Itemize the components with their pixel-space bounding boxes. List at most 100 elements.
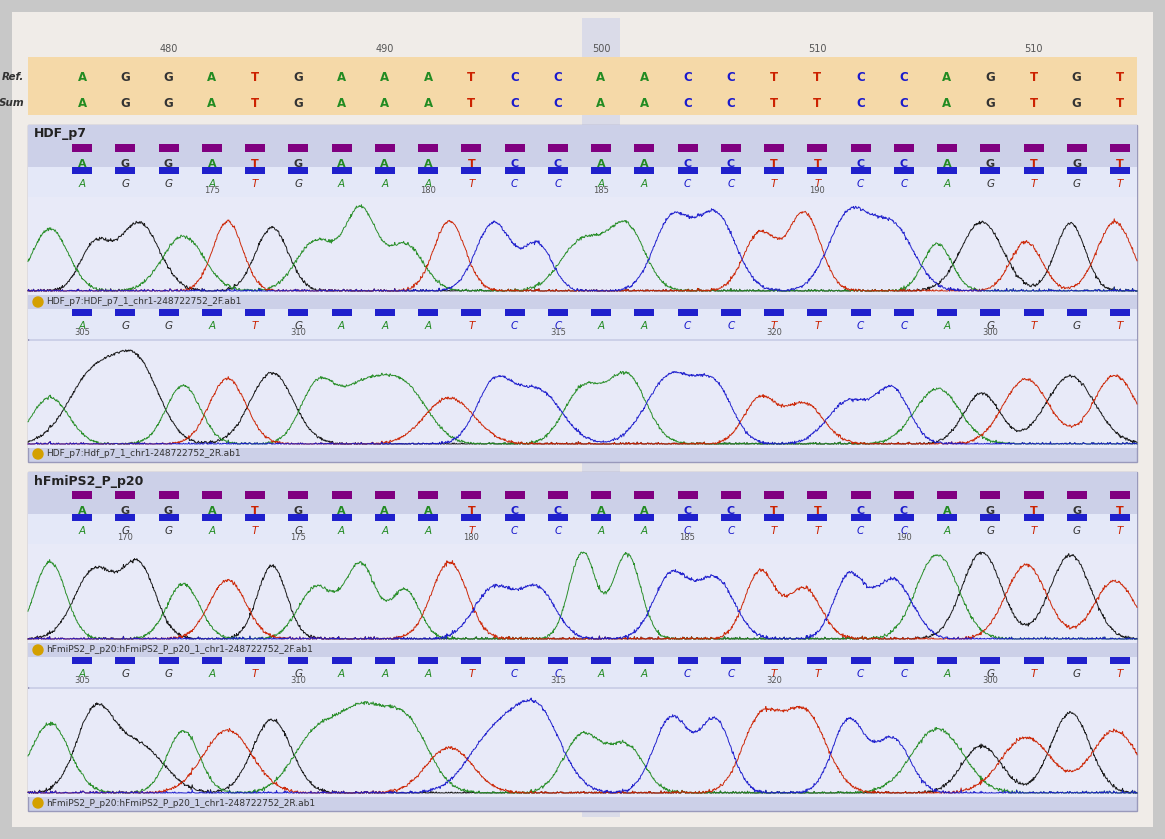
Circle shape: [33, 798, 43, 808]
Bar: [115, 491, 135, 499]
Bar: [591, 167, 610, 174]
Bar: [850, 144, 870, 152]
Bar: [764, 514, 784, 521]
Text: 175: 175: [204, 186, 220, 195]
Text: A: A: [381, 159, 389, 169]
Text: A: A: [209, 179, 216, 189]
Text: T: T: [813, 506, 821, 516]
Text: A: A: [640, 506, 649, 516]
Text: T: T: [252, 506, 259, 516]
Bar: [980, 491, 1001, 499]
Text: C: C: [555, 669, 562, 679]
Text: G: G: [120, 96, 130, 110]
Text: C: C: [726, 96, 735, 110]
Bar: [28, 341, 1137, 448]
Bar: [548, 491, 567, 499]
Bar: [461, 167, 481, 174]
Text: A: A: [598, 321, 605, 331]
Bar: [548, 144, 567, 152]
Text: 305: 305: [75, 676, 90, 685]
Bar: [28, 197, 1137, 295]
Text: G: G: [121, 526, 129, 536]
Bar: [1024, 309, 1044, 316]
Text: T: T: [1030, 70, 1038, 84]
Text: C: C: [856, 159, 864, 169]
Text: 185: 185: [593, 186, 609, 195]
Bar: [634, 309, 655, 316]
Bar: [245, 144, 264, 152]
Bar: [894, 144, 913, 152]
Text: A: A: [598, 526, 605, 536]
Text: G: G: [986, 159, 995, 169]
Bar: [115, 144, 135, 152]
Bar: [850, 491, 870, 499]
Text: T: T: [1117, 669, 1123, 679]
Text: G: G: [121, 506, 129, 516]
Text: C: C: [899, 70, 909, 84]
Text: T: T: [1116, 159, 1124, 169]
Text: T: T: [1030, 506, 1037, 516]
Bar: [288, 514, 309, 521]
Bar: [28, 309, 1137, 339]
Text: A: A: [78, 159, 86, 169]
Bar: [1024, 491, 1044, 499]
Bar: [28, 57, 1137, 115]
Bar: [937, 309, 956, 316]
Text: C: C: [684, 526, 691, 536]
Bar: [548, 309, 567, 316]
Bar: [764, 167, 784, 174]
Bar: [591, 657, 610, 664]
Text: A: A: [640, 96, 649, 110]
Text: 175: 175: [290, 533, 306, 542]
Text: T: T: [468, 526, 474, 536]
Bar: [1110, 167, 1130, 174]
Text: A: A: [337, 159, 346, 169]
Text: G: G: [1073, 321, 1081, 331]
Text: G: G: [295, 526, 302, 536]
Bar: [375, 657, 395, 664]
Text: G: G: [1073, 669, 1081, 679]
Text: 510: 510: [1024, 44, 1043, 54]
Text: A: A: [424, 506, 432, 516]
Text: 320: 320: [767, 328, 782, 337]
Text: A: A: [380, 70, 389, 84]
Text: A: A: [77, 70, 86, 84]
Bar: [332, 309, 352, 316]
Text: G: G: [986, 506, 995, 516]
Text: T: T: [467, 70, 475, 84]
Bar: [28, 657, 1137, 665]
Text: G: G: [295, 179, 302, 189]
Text: 190: 190: [896, 533, 912, 542]
Bar: [115, 309, 135, 316]
Text: C: C: [727, 669, 734, 679]
Bar: [980, 514, 1001, 521]
Text: T: T: [1116, 70, 1124, 84]
Bar: [850, 167, 870, 174]
Text: A: A: [942, 159, 952, 169]
Bar: [678, 309, 698, 316]
Bar: [28, 689, 1137, 797]
Text: 305: 305: [75, 328, 90, 337]
Text: T: T: [1117, 526, 1123, 536]
Text: G: G: [986, 96, 995, 110]
Bar: [28, 125, 1137, 143]
Bar: [591, 514, 610, 521]
Text: G: G: [121, 179, 129, 189]
Bar: [980, 309, 1001, 316]
Text: A: A: [641, 179, 648, 189]
Bar: [28, 472, 1137, 811]
Text: 300: 300: [982, 328, 998, 337]
Bar: [28, 472, 1137, 490]
Bar: [894, 514, 913, 521]
Text: A: A: [78, 669, 85, 679]
Text: 190: 190: [810, 186, 825, 195]
Text: 500: 500: [592, 44, 610, 54]
Bar: [28, 490, 1137, 514]
Bar: [937, 167, 956, 174]
Bar: [332, 144, 352, 152]
Bar: [764, 657, 784, 664]
Text: G: G: [294, 70, 303, 84]
Text: G: G: [121, 321, 129, 331]
Text: A: A: [424, 179, 431, 189]
Bar: [764, 491, 784, 499]
